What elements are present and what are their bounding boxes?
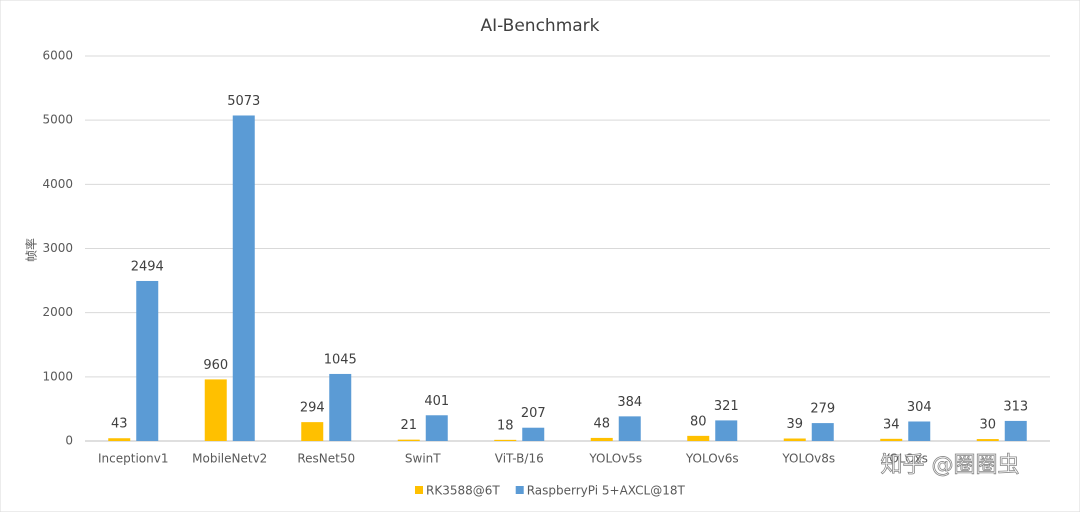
bar [976,439,999,441]
legend-label: RaspberryPi 5+AXCL@18T [527,484,686,498]
data-label: 34 [883,417,900,432]
x-tick-label: Inceptionv1 [98,452,168,466]
bar [783,438,806,441]
y-axis-label: 帧率 [24,238,39,262]
bar [301,422,324,441]
data-label: 401 [424,394,449,409]
data-label: 80 [690,414,707,429]
bar [204,379,227,441]
y-tick-label: 4000 [42,177,73,191]
x-tick-label: MobileNetv2 [192,452,267,466]
x-tick-label: YOLOv6s [685,452,739,466]
data-label: 48 [593,416,610,431]
bar [136,280,159,441]
bar [590,437,613,441]
data-label: 313 [1003,399,1028,414]
data-label: 304 [907,400,932,415]
bar [880,438,903,441]
data-label: 39 [786,417,803,432]
bar [232,115,255,442]
x-tick-label: ResNet50 [297,452,355,466]
data-label: 18 [497,418,514,433]
legend-swatch [515,486,524,494]
data-label: 1045 [324,352,357,367]
data-label: 294 [300,401,325,416]
bar [1004,420,1027,441]
data-label: 30 [979,418,996,433]
bar [811,423,834,441]
bar [522,427,545,441]
x-tick-label: YOLOv8s [781,452,835,466]
data-label: 21 [400,418,417,433]
data-label: 321 [714,399,739,414]
y-tick-label: 3000 [42,241,73,255]
plot-area: 0 1000 2000 3000 4000 5000 6000 Inceptionv1 43 24… [42,49,1050,498]
bar [329,373,352,441]
bar [397,439,420,441]
bar [908,421,931,441]
y-tick-label: 2000 [42,305,73,319]
legend-swatch [415,486,423,494]
x-tick-label: YOLOxs [882,452,928,466]
data-label: 207 [521,406,546,421]
data-label: 2494 [131,259,164,274]
bar [618,416,641,441]
bar [715,420,738,441]
bar [687,435,710,441]
data-label: 43 [111,417,128,432]
x-tick-label: ViT-B/16 [495,452,544,466]
y-tick-label: 1000 [42,369,73,383]
data-label: 960 [203,358,228,373]
data-label: 384 [617,395,642,410]
bar [108,438,131,441]
bar [494,439,517,441]
chart-title: AI-Benchmark [481,16,600,36]
legend-label: RK3588@6T [426,484,500,498]
watermark: 知乎 @圈圈虫 [881,453,1020,478]
data-label: 5073 [227,94,260,109]
y-tick-label: 0 [65,434,73,448]
x-tick-label: YOLOv5s [588,452,642,466]
bar [425,415,448,441]
y-tick-label: 5000 [42,113,73,127]
data-label: 279 [810,402,835,417]
x-tick-label: SwinT [405,452,441,466]
y-tick-label: 6000 [42,49,73,63]
